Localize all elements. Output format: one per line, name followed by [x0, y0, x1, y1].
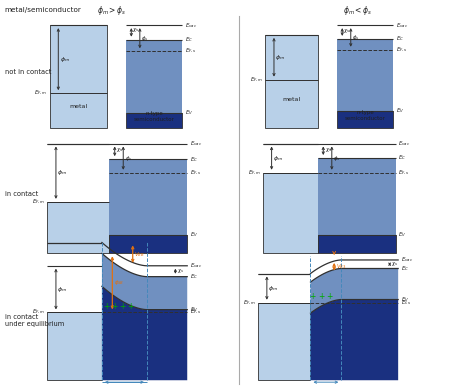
Text: $E_{vac}$: $E_{vac}$ — [190, 139, 202, 148]
Text: $\phi_{SB}$: $\phi_{SB}$ — [114, 278, 124, 288]
Text: $E_V$: $E_V$ — [401, 295, 409, 304]
Bar — [318, 235, 396, 253]
Text: $E_{F,s}$: $E_{F,s}$ — [396, 45, 407, 54]
Text: $\phi_m$: $\phi_m$ — [273, 154, 283, 163]
Text: $E_{F,s}$: $E_{F,s}$ — [185, 47, 196, 55]
Text: $E_C$: $E_C$ — [401, 264, 409, 273]
Text: $\chi_s$: $\chi_s$ — [116, 146, 124, 154]
Bar — [50, 25, 107, 128]
Text: $\phi_m$: $\phi_m$ — [57, 168, 67, 177]
Bar — [109, 159, 187, 235]
Text: $E_{vac}$: $E_{vac}$ — [398, 139, 410, 148]
Text: $E_V$: $E_V$ — [398, 230, 407, 239]
Text: +: + — [310, 292, 316, 301]
Text: $\chi_s$: $\chi_s$ — [325, 146, 332, 154]
Text: n-type
semiconductor: n-type semiconductor — [345, 110, 385, 121]
Text: +: + — [326, 292, 333, 301]
Text: $E_{F,s}$: $E_{F,s}$ — [190, 308, 201, 317]
Text: $E_{F,m}$: $E_{F,m}$ — [32, 308, 45, 317]
Text: $\phi_m$: $\phi_m$ — [57, 284, 67, 294]
Text: $\phi_m$: $\phi_m$ — [275, 53, 285, 62]
Text: +: + — [111, 302, 118, 311]
Text: $E_{F,m}$: $E_{F,m}$ — [32, 197, 45, 206]
Text: $E_C$: $E_C$ — [190, 272, 198, 281]
Text: $E_{F,m}$: $E_{F,m}$ — [247, 168, 261, 177]
Text: in contact: in contact — [5, 191, 38, 197]
Bar — [318, 158, 396, 235]
Text: $\phi_s$: $\phi_s$ — [352, 33, 360, 42]
Text: $\phi_s$: $\phi_s$ — [333, 154, 341, 163]
Text: $\chi_s$: $\chi_s$ — [177, 267, 184, 275]
Text: $\chi_s$: $\chi_s$ — [391, 260, 398, 268]
Text: $\chi_s$: $\chi_s$ — [343, 27, 351, 35]
Bar — [263, 173, 318, 253]
Text: $\phi_m < \phi_s$: $\phi_m < \phi_s$ — [343, 4, 373, 17]
Text: $E_{vac}$: $E_{vac}$ — [185, 21, 197, 29]
Text: $E_V$: $E_V$ — [190, 305, 198, 314]
Text: metal: metal — [69, 104, 87, 109]
Text: $E_{F,s}$: $E_{F,s}$ — [190, 168, 201, 177]
Text: $E_C$: $E_C$ — [396, 35, 404, 43]
Text: $E_V$: $E_V$ — [396, 106, 404, 115]
Bar — [337, 111, 393, 128]
Text: +: + — [318, 292, 324, 301]
Text: $E_C$: $E_C$ — [185, 35, 193, 44]
Text: $\phi_s$: $\phi_s$ — [141, 34, 149, 43]
Text: $\phi_m > \phi_s$: $\phi_m > \phi_s$ — [97, 4, 126, 17]
Text: in contact
under equilibrium: in contact under equilibrium — [5, 314, 64, 327]
Text: not in contact: not in contact — [5, 69, 51, 75]
Bar — [47, 312, 102, 380]
Bar — [258, 303, 310, 380]
Text: +: + — [103, 302, 110, 311]
Text: $E_{f,s}$: $E_{f,s}$ — [401, 298, 411, 307]
Text: $E_{vac}$: $E_{vac}$ — [190, 262, 202, 270]
Text: metal/semiconductor: metal/semiconductor — [5, 7, 82, 14]
Text: $E_C$: $E_C$ — [398, 154, 406, 162]
Text: $E_C$: $E_C$ — [190, 155, 198, 163]
Text: n-type
semiconductor: n-type semiconductor — [134, 111, 174, 122]
Text: $E_{F,m}$: $E_{F,m}$ — [243, 298, 256, 307]
Text: +: + — [127, 302, 134, 311]
Text: $E_V$: $E_V$ — [190, 230, 198, 239]
Text: $E_{F,m}$: $E_{F,m}$ — [250, 75, 263, 84]
Bar — [337, 39, 393, 111]
Bar — [265, 35, 318, 128]
Text: $E_{vac}$: $E_{vac}$ — [401, 256, 413, 264]
Text: $\phi_m$: $\phi_m$ — [268, 284, 278, 293]
Text: $E_V$: $E_V$ — [185, 108, 193, 117]
Bar — [126, 40, 182, 113]
Text: $V_{B3}$: $V_{B3}$ — [336, 262, 346, 271]
Text: $\phi_s$: $\phi_s$ — [125, 154, 132, 163]
Text: $\phi_m$: $\phi_m$ — [60, 55, 70, 64]
Bar — [109, 235, 187, 253]
Bar — [47, 202, 109, 253]
Text: metal: metal — [283, 97, 301, 102]
Text: $V_{BB}$: $V_{BB}$ — [134, 250, 145, 258]
Text: $E_{F,m}$: $E_{F,m}$ — [34, 89, 47, 97]
Text: $E_{vac}$: $E_{vac}$ — [396, 21, 408, 29]
Text: $E_{F,s}$: $E_{F,s}$ — [398, 168, 410, 177]
Text: $\chi_s$: $\chi_s$ — [132, 26, 140, 35]
Text: +: + — [119, 302, 126, 311]
Bar — [126, 113, 182, 128]
